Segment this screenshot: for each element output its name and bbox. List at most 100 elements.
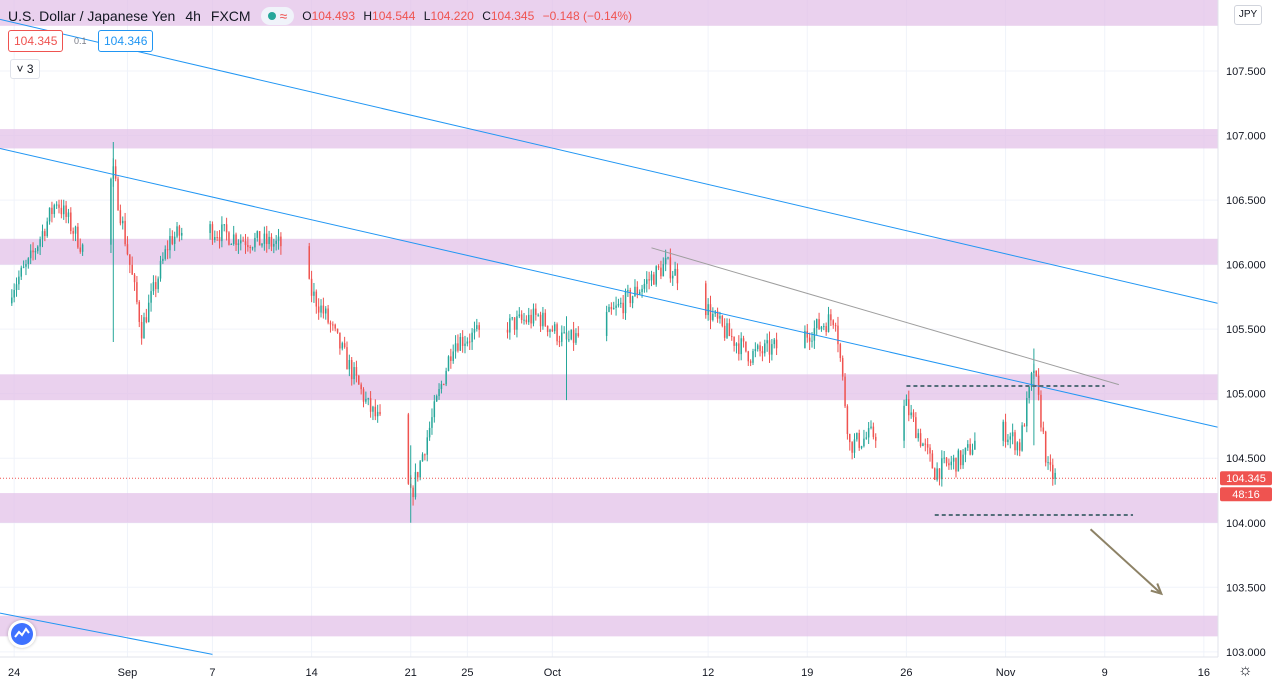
candle-body	[716, 311, 719, 319]
candle-body	[27, 258, 30, 265]
candle-body	[147, 302, 150, 323]
candle-body	[275, 240, 277, 244]
candle-body	[424, 454, 426, 456]
candle-body	[624, 291, 627, 314]
candle-body	[834, 325, 837, 327]
candle-body	[1035, 370, 1037, 376]
candle-body	[950, 461, 953, 466]
candle-body	[447, 356, 450, 371]
candle-body	[1021, 425, 1023, 451]
symbol-name[interactable]: U.S. Dollar / Japanese Yen	[8, 8, 176, 24]
candle-body	[860, 446, 863, 448]
candle-body	[155, 282, 157, 290]
y-tick-label: 104.000	[1226, 518, 1266, 530]
currency-button[interactable]: JPY	[1234, 5, 1262, 25]
candle-body	[709, 304, 712, 321]
y-tick-label: 104.500	[1226, 453, 1266, 465]
gear-icon[interactable]: ☼	[1238, 662, 1253, 679]
market-status[interactable]: ≈	[260, 7, 295, 25]
down-arrow	[1089, 528, 1163, 595]
drawing-layer[interactable]	[0, 18, 1219, 655]
candle-body	[742, 338, 745, 342]
candle-body	[240, 240, 242, 244]
candle-body	[551, 329, 554, 332]
candle-body	[334, 324, 336, 329]
candle-body	[820, 326, 823, 330]
candle-body	[320, 305, 322, 313]
price-axis[interactable]: 103.000 103.500 104.000 104.500 105.000 105.5…	[1226, 66, 1266, 659]
candle-body	[931, 453, 934, 469]
candle-body	[348, 359, 351, 370]
candle-body	[933, 468, 936, 480]
current-price-badge	[1220, 471, 1272, 486]
candle-body	[773, 339, 775, 345]
candle-body	[440, 384, 443, 390]
candle-body	[223, 224, 225, 226]
candle-body	[117, 178, 119, 211]
candle-body	[263, 233, 266, 244]
market-status-dot-icon	[267, 12, 276, 20]
candle-body	[145, 317, 148, 323]
candle-body	[471, 332, 473, 343]
candle-body	[525, 319, 528, 323]
candle-body	[228, 232, 230, 245]
candle-body	[317, 306, 320, 313]
close-value: 104.345	[490, 9, 535, 23]
candle-body	[572, 329, 575, 343]
candle-body	[476, 325, 478, 329]
low-value: 104.220	[430, 9, 474, 23]
candle-body	[67, 212, 70, 217]
logo-graphic	[11, 623, 33, 645]
candle-body	[730, 336, 733, 338]
candle-body	[655, 266, 657, 285]
candle-body	[443, 384, 445, 386]
candle-body	[839, 344, 842, 359]
candle-body	[369, 398, 372, 412]
candle-body	[29, 250, 32, 259]
candle-body	[438, 389, 440, 397]
candle-body	[22, 266, 25, 268]
candle-body	[315, 291, 318, 307]
high-value: 104.544	[372, 9, 416, 23]
collapse-indicators-button[interactable]: ˅ 3	[10, 59, 40, 79]
candle-body	[827, 314, 830, 333]
candle-body	[924, 443, 927, 445]
candle-body	[341, 343, 344, 349]
x-tick-label: 25	[461, 667, 473, 679]
change-value: −0.148 (−0.14%)	[542, 9, 632, 23]
candle-body	[374, 406, 377, 417]
candle-body	[258, 231, 261, 246]
blue-trendline	[0, 147, 1219, 428]
candle-body	[79, 247, 82, 252]
candle-body	[379, 411, 381, 415]
candle-body	[808, 337, 811, 342]
y-tick-label: 106.000	[1226, 260, 1266, 272]
timeframe-label[interactable]: 4h	[185, 8, 201, 24]
blue-trendline	[0, 18, 1219, 304]
candle-body	[1054, 472, 1056, 479]
x-tick-label: 7	[209, 667, 215, 679]
time-axis[interactable]: 24 Sep 7 14 21 25 Oct 12 19 26 Nov 9 16	[8, 667, 1210, 679]
sell-button[interactable]: 104.345	[8, 30, 64, 52]
tradingview-logo-icon[interactable]	[8, 620, 36, 648]
support-resistance-zone	[0, 374, 1218, 401]
candle-body	[216, 237, 218, 239]
candle-body	[660, 267, 662, 277]
candle-body	[915, 417, 917, 439]
support-resistance-zone	[0, 129, 1218, 149]
candle-body	[1044, 431, 1047, 463]
candle-body	[211, 224, 214, 240]
buy-button[interactable]: 104.346	[98, 30, 154, 52]
candle-body	[905, 399, 908, 406]
candle-body	[324, 308, 327, 314]
candle-body	[1049, 462, 1052, 465]
x-tick-label: 14	[305, 667, 317, 679]
candle-body	[563, 332, 565, 334]
candle-body	[431, 417, 433, 428]
candle-body	[237, 243, 240, 245]
y-tick-label: 106.500	[1226, 195, 1266, 207]
candle-body	[667, 257, 669, 259]
candle-body	[327, 308, 329, 323]
y-tick-label: 107.000	[1226, 131, 1266, 143]
